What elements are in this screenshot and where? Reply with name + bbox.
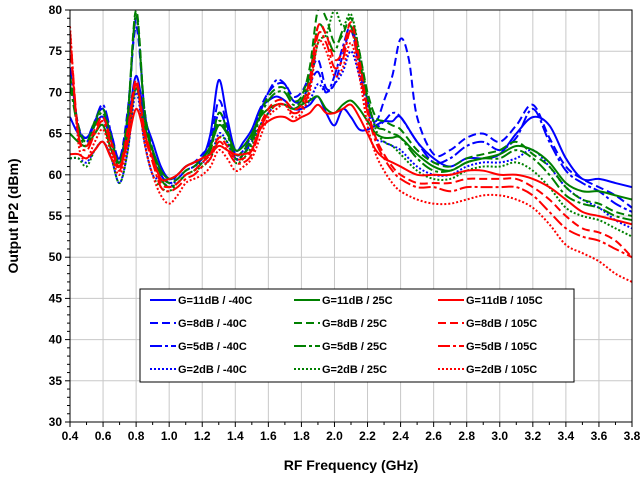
x-tick-label: 0.6: [95, 429, 112, 443]
legend-label-g-5db-25c: G=5dB / 25C: [322, 341, 387, 353]
series-line-g-8db-25c: [70, 10, 632, 217]
x-tick-label: 3.4: [558, 429, 575, 443]
legend-label-g-5db-40c: G=5dB / -40C: [178, 341, 247, 353]
x-tick-label: 0.8: [128, 429, 145, 443]
legend-label-g-8db-25c: G=8dB / 25C: [322, 318, 387, 330]
x-tick-label: 2.6: [425, 429, 442, 443]
x-tick-label: 3.8: [624, 429, 641, 443]
legend-label-g-2db-25c: G=2dB / 25C: [322, 364, 387, 376]
legend-box: [139, 288, 575, 383]
x-tick-label: 1.0: [161, 429, 178, 443]
y-tick-label: 70: [49, 85, 63, 99]
legend-label-g-11db-105c: G=11dB / 105C: [466, 295, 543, 307]
y-tick-label: 65: [49, 127, 63, 141]
y-tick-label: 40: [49, 333, 63, 347]
x-tick-label: 1.2: [194, 429, 211, 443]
x-tick-label: 1.6: [260, 429, 277, 443]
y-tick-label: 60: [49, 168, 63, 182]
x-tick-label: 2.2: [359, 429, 376, 443]
x-tick-label: 2.4: [392, 429, 409, 443]
legend-label-g-2db-105c: G=2dB / 105C: [466, 364, 537, 376]
x-tick-label: 1.8: [293, 429, 310, 443]
x-tick-label: 3.0: [491, 429, 508, 443]
legend-label-g-8db-40c: G=8dB / -40C: [178, 318, 247, 330]
y-tick-label: 75: [49, 44, 63, 58]
x-tick-labels: 0.4 0.6 0.8 1.0 1.2 1.4 1.6 1.8 2.0 2.2 2.4 2.6 2.8 3…: [62, 429, 641, 443]
axis-ticks: [65, 9, 633, 427]
x-tick-label: 1.4: [227, 429, 244, 443]
legend: G=11dB / -40C G=8dB / -40C G=5dB / -40C G=2…: [139, 288, 575, 383]
series-line-g-2db-105c: [70, 26, 632, 283]
x-tick-label: 2.8: [458, 429, 475, 443]
y-tick-label: 35: [49, 374, 63, 388]
legend-label-g-11db-40c: G=11dB / -40C: [178, 295, 252, 307]
y-tick-label: 30: [49, 415, 63, 429]
series-lines: [70, 10, 632, 283]
y-tick-labels: 30 35 40 45 50 55 60 65 70 75 80: [49, 3, 63, 429]
legend-label-g-2db-40c: G=2dB / -40C: [178, 364, 247, 376]
x-axis-title: RF Frequency (GHz): [284, 457, 419, 473]
x-tick-label: 0.4: [62, 429, 79, 443]
legend-label-g-11db-25c: G=11dB / 25C: [322, 295, 393, 307]
series-line-g-5db-25c: [70, 13, 632, 222]
y-tick-label: 80: [49, 3, 63, 17]
x-tick-label: 3.2: [524, 429, 541, 443]
x-tick-label: 3.6: [591, 429, 608, 443]
y-tick-label: 50: [49, 250, 63, 264]
y-tick-label: 45: [49, 291, 63, 305]
legend-label-g-8db-105c: G=8dB / 105C: [466, 318, 537, 330]
y-axis-title: Output IP2 (dBm): [5, 158, 21, 273]
series-line-g-5db-105c: [70, 29, 632, 259]
legend-label-g-5db-105c: G=5dB / 105C: [466, 341, 537, 353]
x-tick-label: 2.0: [326, 429, 343, 443]
y-tick-label: 55: [49, 209, 63, 223]
